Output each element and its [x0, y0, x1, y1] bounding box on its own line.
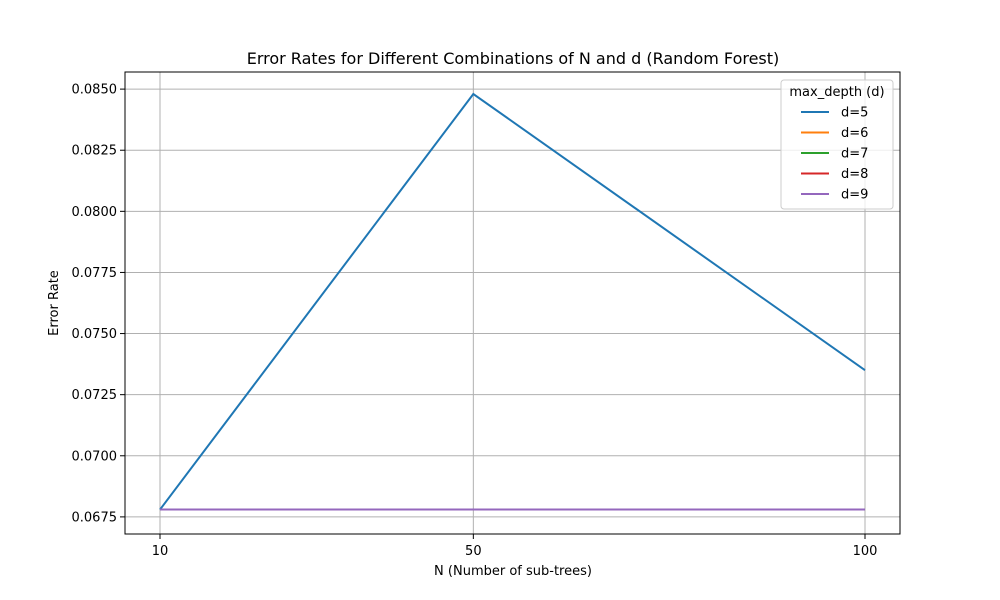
plot-frame	[124, 71, 901, 535]
legend: max_depth (d) d=5 d=6 d=7 d=8 d=9	[780, 79, 894, 210]
x-axis-ticks: 10 50 100	[152, 534, 878, 559]
series-line-d5	[159, 92, 866, 511]
x-tick-label: 10	[152, 544, 169, 559]
y-tick-label: 0.0825	[72, 144, 118, 159]
x-tick-label: 50	[465, 544, 482, 559]
legend-label: d=9	[841, 188, 868, 203]
chart-title: Error Rates for Different Combinations o…	[247, 49, 780, 68]
y-tick-label: 0.0800	[72, 205, 118, 220]
legend-label: d=5	[841, 106, 868, 121]
x-tick-label: 100	[853, 544, 878, 559]
legend-label: d=6	[841, 126, 868, 141]
legend-title: max_depth (d)	[789, 85, 884, 100]
legend-label: d=8	[841, 167, 868, 182]
y-tick-label: 0.0850	[72, 83, 118, 98]
y-axis-label: Error Rate	[47, 270, 62, 336]
y-axis-ticks: 0.0675 0.0700 0.0725 0.0750 0.0775 0.0800 0.08…	[72, 83, 125, 525]
y-tick-label: 0.0750	[72, 327, 118, 342]
y-tick-label: 0.0775	[72, 266, 118, 281]
series-lines	[159, 92, 866, 511]
y-tick-label: 0.0700	[72, 449, 118, 464]
legend-label: d=7	[841, 147, 868, 162]
y-tick-label: 0.0725	[72, 388, 118, 403]
legend-items: d=5 d=6 d=7 d=8 d=9	[801, 106, 868, 203]
x-axis-label: N (Number of sub-trees)	[434, 564, 592, 579]
y-tick-label: 0.0675	[72, 510, 118, 525]
